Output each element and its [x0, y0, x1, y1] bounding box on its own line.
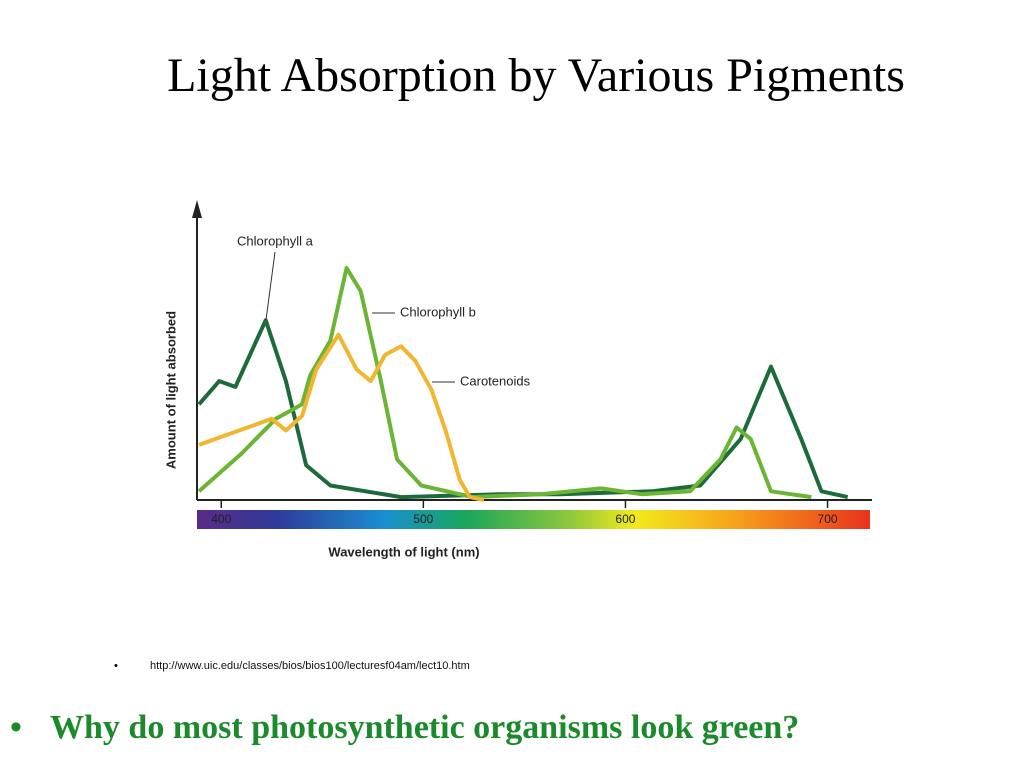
- source-url: http://www.uic.edu/classes/bios/bios100/…: [150, 660, 470, 672]
- x-tick-label: 600: [615, 512, 635, 526]
- bullet: •: [114, 660, 118, 672]
- series-line: [197, 266, 812, 500]
- slide-title: Light Absorption by Various Pigments: [167, 49, 905, 102]
- series-line: [198, 332, 485, 502]
- series-label: Carotenoids: [460, 373, 531, 388]
- y-axis-arrow: [192, 200, 202, 218]
- x-tick-label: 700: [818, 512, 838, 526]
- series-label: Chlorophyll a: [237, 233, 314, 248]
- question: Why do most photosynthetic organisms loo…: [50, 709, 799, 746]
- x-tick-label: 400: [211, 512, 231, 526]
- x-axis-label: Wavelength of light (nm): [328, 544, 479, 559]
- series-label: Chlorophyll b: [400, 304, 476, 319]
- bullet: •: [10, 709, 22, 746]
- y-axis-label: Amount of light absorbed: [163, 311, 178, 469]
- x-tick-label: 500: [413, 512, 433, 526]
- leader-line: [265, 251, 276, 321]
- spectrum-bar: [197, 510, 870, 529]
